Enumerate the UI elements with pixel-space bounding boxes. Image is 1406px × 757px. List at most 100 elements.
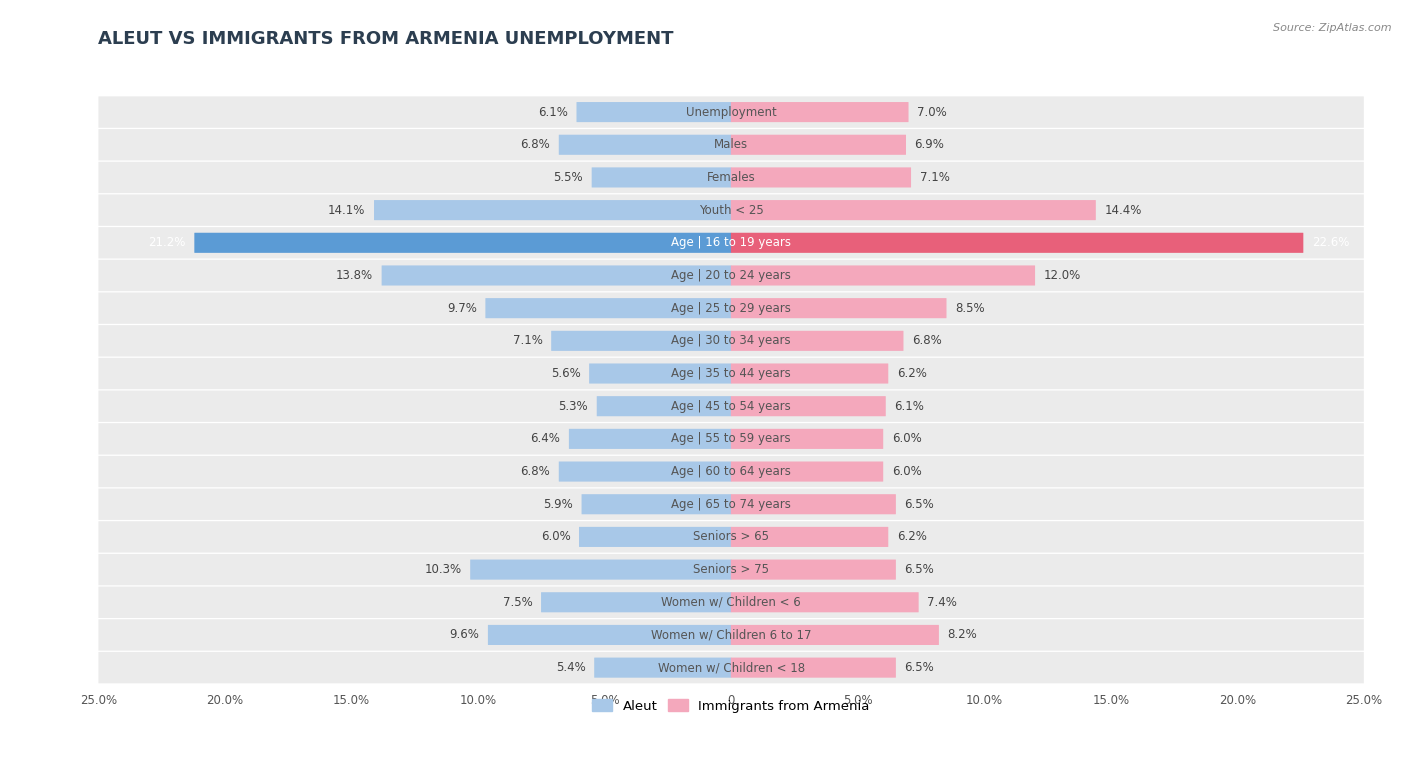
FancyBboxPatch shape — [731, 135, 905, 155]
Text: Age | 65 to 74 years: Age | 65 to 74 years — [671, 498, 792, 511]
FancyBboxPatch shape — [731, 396, 886, 416]
FancyBboxPatch shape — [488, 625, 731, 645]
Text: 14.4%: 14.4% — [1104, 204, 1142, 217]
Text: Source: ZipAtlas.com: Source: ZipAtlas.com — [1274, 23, 1392, 33]
FancyBboxPatch shape — [731, 527, 889, 547]
Text: 6.2%: 6.2% — [897, 531, 927, 544]
Text: 14.1%: 14.1% — [328, 204, 366, 217]
Text: 6.4%: 6.4% — [530, 432, 560, 445]
FancyBboxPatch shape — [98, 423, 1364, 454]
Text: 7.0%: 7.0% — [917, 105, 946, 119]
Text: 5.4%: 5.4% — [555, 661, 585, 674]
Text: 5.9%: 5.9% — [543, 498, 574, 511]
Text: 13.8%: 13.8% — [336, 269, 373, 282]
FancyBboxPatch shape — [731, 298, 946, 318]
FancyBboxPatch shape — [98, 488, 1364, 520]
FancyBboxPatch shape — [98, 195, 1364, 226]
FancyBboxPatch shape — [731, 266, 1035, 285]
Text: 6.2%: 6.2% — [897, 367, 927, 380]
Text: 6.0%: 6.0% — [891, 432, 921, 445]
Text: 5.3%: 5.3% — [558, 400, 588, 413]
FancyBboxPatch shape — [98, 587, 1364, 618]
Text: Females: Females — [707, 171, 755, 184]
Text: Age | 45 to 54 years: Age | 45 to 54 years — [671, 400, 792, 413]
FancyBboxPatch shape — [98, 554, 1364, 585]
FancyBboxPatch shape — [731, 462, 883, 481]
Text: 6.0%: 6.0% — [541, 531, 571, 544]
Text: 22.6%: 22.6% — [1312, 236, 1350, 249]
FancyBboxPatch shape — [374, 200, 731, 220]
FancyBboxPatch shape — [731, 167, 911, 188]
Text: 6.8%: 6.8% — [912, 335, 942, 347]
FancyBboxPatch shape — [98, 292, 1364, 324]
FancyBboxPatch shape — [485, 298, 731, 318]
Text: Age | 16 to 19 years: Age | 16 to 19 years — [671, 236, 792, 249]
Text: 21.2%: 21.2% — [149, 236, 186, 249]
FancyBboxPatch shape — [731, 494, 896, 514]
FancyBboxPatch shape — [595, 658, 731, 678]
Text: Seniors > 75: Seniors > 75 — [693, 563, 769, 576]
Text: 10.3%: 10.3% — [425, 563, 461, 576]
Text: 6.9%: 6.9% — [914, 139, 945, 151]
FancyBboxPatch shape — [592, 167, 731, 188]
Text: 6.8%: 6.8% — [520, 465, 550, 478]
FancyBboxPatch shape — [558, 462, 731, 481]
FancyBboxPatch shape — [381, 266, 731, 285]
FancyBboxPatch shape — [731, 363, 889, 384]
FancyBboxPatch shape — [731, 102, 908, 122]
FancyBboxPatch shape — [731, 200, 1095, 220]
Text: 6.1%: 6.1% — [538, 105, 568, 119]
FancyBboxPatch shape — [731, 559, 896, 580]
Text: 5.6%: 5.6% — [551, 367, 581, 380]
FancyBboxPatch shape — [98, 227, 1364, 258]
Text: 7.4%: 7.4% — [927, 596, 957, 609]
FancyBboxPatch shape — [541, 592, 731, 612]
FancyBboxPatch shape — [98, 162, 1364, 193]
FancyBboxPatch shape — [731, 232, 1303, 253]
FancyBboxPatch shape — [576, 102, 731, 122]
Text: 12.0%: 12.0% — [1043, 269, 1081, 282]
FancyBboxPatch shape — [98, 652, 1364, 684]
Text: 9.7%: 9.7% — [447, 301, 477, 315]
FancyBboxPatch shape — [98, 456, 1364, 488]
FancyBboxPatch shape — [98, 260, 1364, 291]
Text: 6.5%: 6.5% — [904, 498, 934, 511]
Text: 7.5%: 7.5% — [503, 596, 533, 609]
Text: 6.8%: 6.8% — [520, 139, 550, 151]
Text: Youth < 25: Youth < 25 — [699, 204, 763, 217]
Text: Age | 35 to 44 years: Age | 35 to 44 years — [671, 367, 792, 380]
FancyBboxPatch shape — [98, 326, 1364, 357]
FancyBboxPatch shape — [558, 135, 731, 155]
Text: 7.1%: 7.1% — [920, 171, 949, 184]
Text: ALEUT VS IMMIGRANTS FROM ARMENIA UNEMPLOYMENT: ALEUT VS IMMIGRANTS FROM ARMENIA UNEMPLO… — [98, 30, 673, 48]
Text: 5.5%: 5.5% — [554, 171, 583, 184]
FancyBboxPatch shape — [551, 331, 731, 351]
Text: Age | 60 to 64 years: Age | 60 to 64 years — [671, 465, 792, 478]
FancyBboxPatch shape — [98, 391, 1364, 422]
Text: 6.5%: 6.5% — [904, 563, 934, 576]
Text: Age | 30 to 34 years: Age | 30 to 34 years — [671, 335, 792, 347]
Text: 6.5%: 6.5% — [904, 661, 934, 674]
FancyBboxPatch shape — [731, 331, 904, 351]
FancyBboxPatch shape — [470, 559, 731, 580]
Text: Males: Males — [714, 139, 748, 151]
Text: 7.1%: 7.1% — [513, 335, 543, 347]
FancyBboxPatch shape — [194, 232, 731, 253]
Legend: Aleut, Immigrants from Armenia: Aleut, Immigrants from Armenia — [588, 694, 875, 718]
FancyBboxPatch shape — [98, 522, 1364, 553]
Text: Age | 55 to 59 years: Age | 55 to 59 years — [671, 432, 792, 445]
FancyBboxPatch shape — [589, 363, 731, 384]
FancyBboxPatch shape — [731, 428, 883, 449]
FancyBboxPatch shape — [731, 658, 896, 678]
FancyBboxPatch shape — [98, 358, 1364, 389]
Text: Women w/ Children < 18: Women w/ Children < 18 — [658, 661, 804, 674]
Text: Unemployment: Unemployment — [686, 105, 776, 119]
Text: 6.1%: 6.1% — [894, 400, 924, 413]
Text: Women w/ Children 6 to 17: Women w/ Children 6 to 17 — [651, 628, 811, 641]
FancyBboxPatch shape — [579, 527, 731, 547]
Text: Age | 20 to 24 years: Age | 20 to 24 years — [671, 269, 792, 282]
Text: Women w/ Children < 6: Women w/ Children < 6 — [661, 596, 801, 609]
Text: 8.2%: 8.2% — [948, 628, 977, 641]
Text: Age | 25 to 29 years: Age | 25 to 29 years — [671, 301, 792, 315]
FancyBboxPatch shape — [569, 428, 731, 449]
